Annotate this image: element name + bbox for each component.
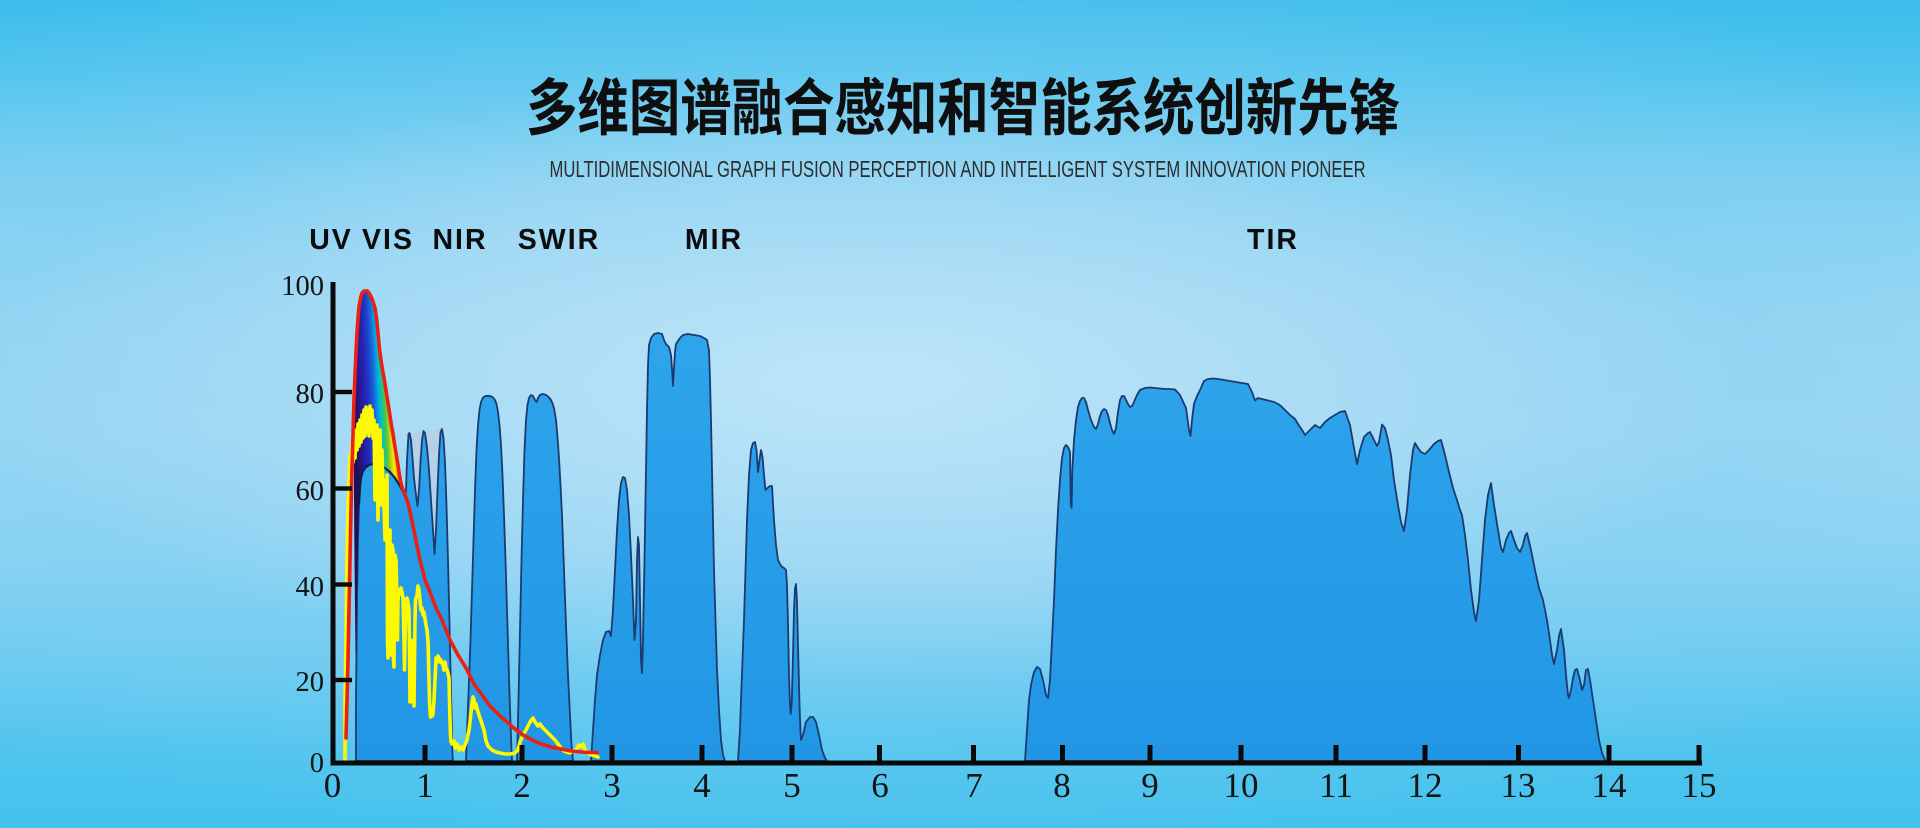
- svg-text:5: 5: [783, 766, 801, 805]
- svg-text:SWIR: SWIR: [518, 224, 600, 256]
- svg-text:TIR: TIR: [1247, 224, 1299, 256]
- svg-text:UV: UV: [309, 224, 353, 256]
- svg-text:0: 0: [310, 748, 324, 779]
- svg-text:1: 1: [416, 766, 434, 805]
- svg-text:VIS: VIS: [362, 224, 414, 256]
- svg-text:7: 7: [965, 766, 983, 805]
- svg-text:MIR: MIR: [685, 224, 743, 256]
- svg-text:8: 8: [1053, 766, 1071, 805]
- svg-text:12: 12: [1408, 766, 1443, 805]
- svg-text:NIR: NIR: [432, 224, 487, 256]
- svg-text:40: 40: [296, 572, 325, 603]
- svg-text:100: 100: [281, 271, 324, 302]
- svg-text:10: 10: [1224, 766, 1259, 805]
- svg-text:6: 6: [871, 766, 889, 805]
- svg-text:11: 11: [1319, 766, 1353, 805]
- svg-text:20: 20: [296, 667, 325, 698]
- svg-text:4: 4: [693, 766, 711, 805]
- svg-text:80: 80: [296, 379, 325, 410]
- svg-text:9: 9: [1141, 766, 1159, 805]
- svg-text:13: 13: [1501, 766, 1536, 805]
- svg-text:14: 14: [1592, 766, 1627, 805]
- svg-text:3: 3: [603, 766, 621, 805]
- svg-text:0: 0: [324, 766, 342, 805]
- svg-text:15: 15: [1682, 766, 1717, 805]
- svg-text:60: 60: [296, 476, 325, 507]
- svg-text:2: 2: [513, 766, 531, 805]
